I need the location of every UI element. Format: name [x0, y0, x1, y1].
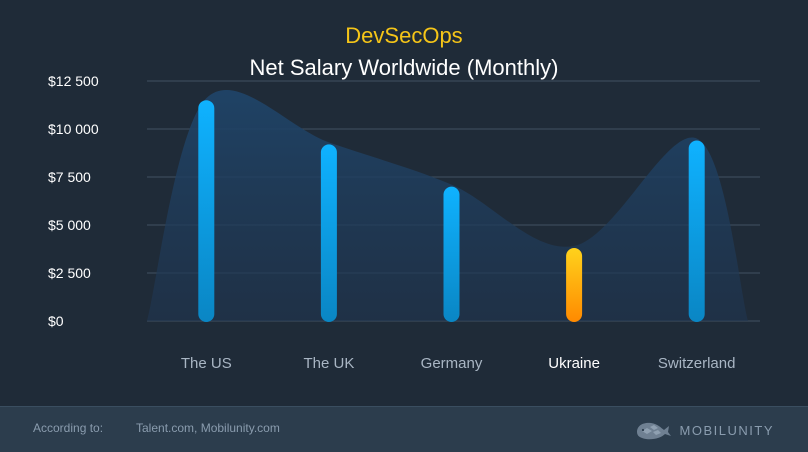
- bar-chart: $0 $2 500 $5 000 $7 500 $10 000 $12 500 The U…: [48, 73, 760, 372]
- whale-icon: [636, 422, 671, 440]
- bar: [688, 140, 705, 322]
- x-tick-label: Germany: [421, 355, 483, 372]
- bar: [566, 248, 583, 322]
- chart-subtitle: DevSecOps: [345, 23, 463, 48]
- y-tick-label: $0: [48, 313, 64, 329]
- x-tick-label: The US: [181, 355, 232, 372]
- footer: According to: Talent.com, Mobilunity.com…: [0, 406, 808, 452]
- brand-logo: MOBILUNITY: [634, 419, 774, 441]
- x-tick-label: Ukraine: [548, 355, 600, 372]
- y-tick-label: $5 000: [48, 217, 91, 233]
- y-tick-label: $10 000: [48, 121, 99, 137]
- x-tick-label: Switzerland: [658, 355, 736, 372]
- x-tick-label: The UK: [303, 355, 354, 372]
- y-tick-label: $12 500: [48, 73, 99, 89]
- y-tick-label: $7 500: [48, 169, 91, 185]
- brand-name: MOBILUNITY: [679, 422, 774, 438]
- bar: [198, 100, 215, 322]
- source-label: According to:: [33, 421, 104, 435]
- y-tick-label: $2 500: [48, 265, 91, 281]
- chart-title: Net Salary Worldwide (Monthly): [249, 55, 559, 80]
- bar: [443, 186, 460, 322]
- chart-area: $0 $2 500 $5 000 $7 500 $10 000 $12 500 The U…: [48, 23, 760, 372]
- bar: [320, 144, 337, 322]
- source-text: Talent.com, Mobilunity.com: [136, 421, 280, 435]
